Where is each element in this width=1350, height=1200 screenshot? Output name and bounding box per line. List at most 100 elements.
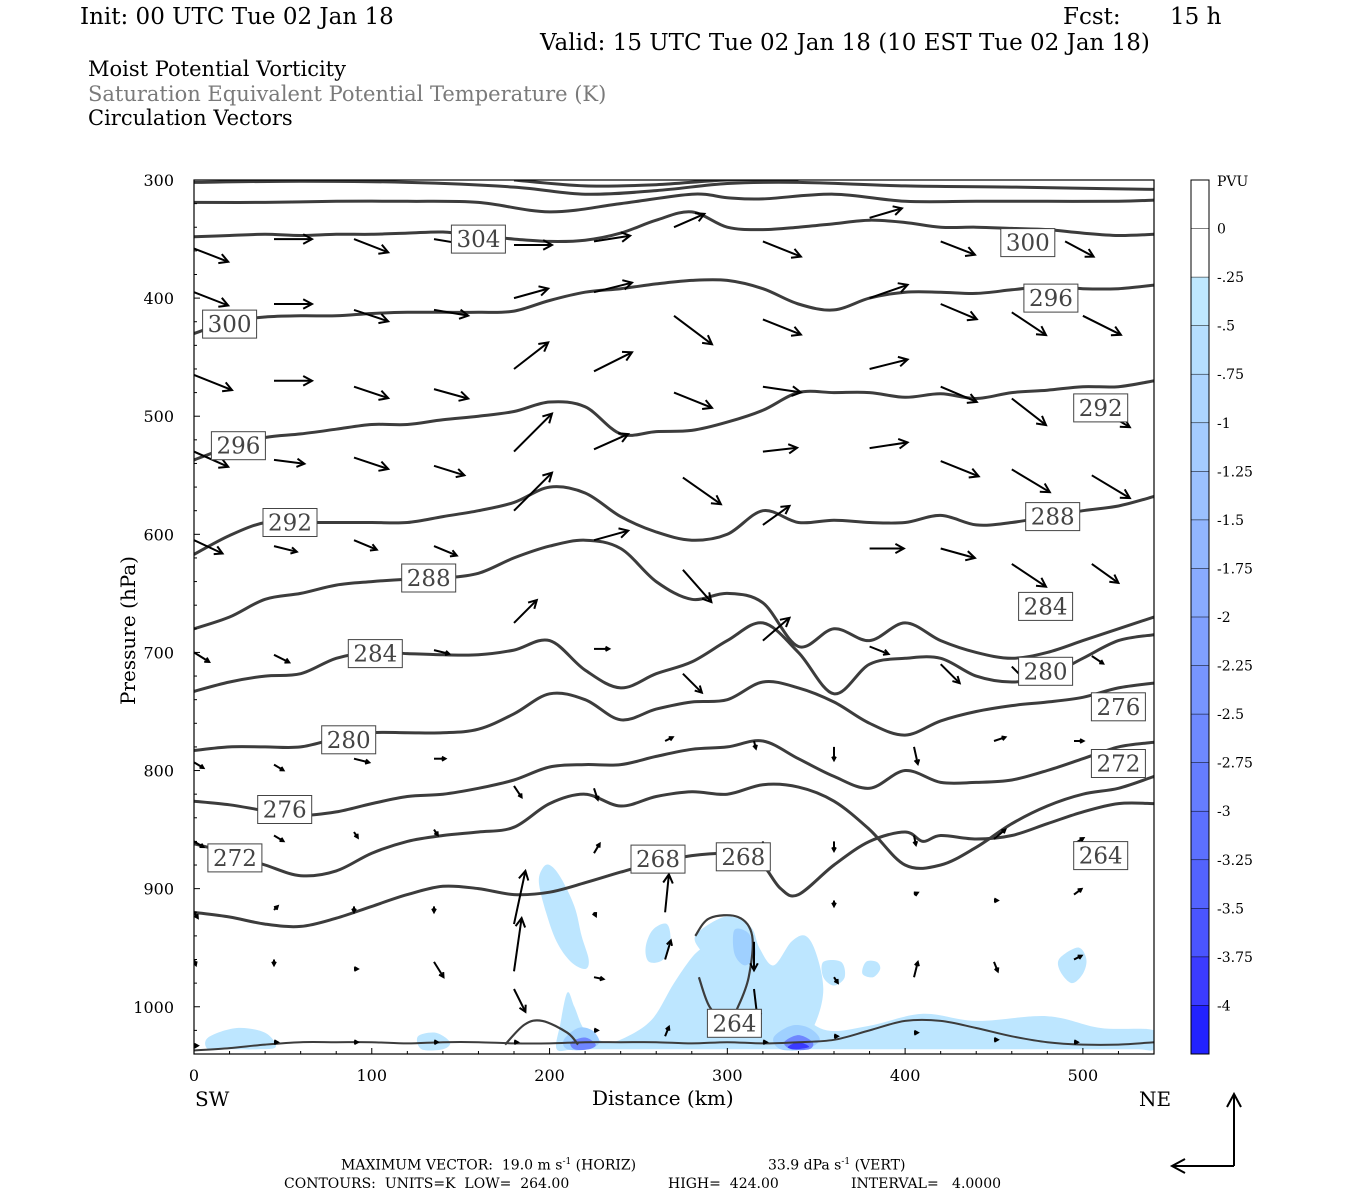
colorbar-label-10: -2.5 <box>1217 707 1244 723</box>
vector-53 <box>682 569 713 604</box>
pv-region-6 <box>645 923 671 963</box>
vector-92 <box>912 835 919 848</box>
vector-96 <box>273 904 280 911</box>
y-tick-label-600: 600 <box>143 525 174 544</box>
vector-125 <box>664 1024 671 1037</box>
pv-region-14 <box>787 1042 810 1050</box>
contour-label-296-3: 296 <box>210 431 266 461</box>
vector-39 <box>513 412 554 453</box>
footer-high: HIGH= 424.00 <box>668 1176 779 1192</box>
svg-text:284: 284 <box>1024 594 1068 620</box>
high-label: HIGH= <box>668 1176 721 1192</box>
contour-label-304-0: 304 <box>450 224 506 254</box>
vector-88 <box>593 841 601 854</box>
contour-label-292-5: 292 <box>262 508 318 537</box>
vector-6 <box>673 212 707 229</box>
svg-text:296: 296 <box>216 434 260 460</box>
vector-93 <box>993 828 1007 840</box>
vector-24 <box>274 375 315 387</box>
vector-86 <box>433 829 439 838</box>
vector-91 <box>831 841 837 853</box>
vector-55 <box>869 543 906 554</box>
max-vector-label: MAXIMUM VECTOR: <box>341 1157 493 1174</box>
footer-max-vector: MAXIMUM VECTOR: 19.0 m s-1 (HORIZ) <box>341 1157 636 1174</box>
colorbar-label-11: -2.75 <box>1217 756 1253 772</box>
contour-label-268-17: 268 <box>630 844 686 874</box>
vector-66 <box>762 616 792 642</box>
theta-es-contours <box>194 180 1154 1052</box>
vector-83 <box>194 840 206 849</box>
vector-33 <box>1011 397 1048 427</box>
contour-label-300-2: 300 <box>1000 228 1056 258</box>
svg-text:288: 288 <box>407 566 451 592</box>
pv-region-3 <box>1057 947 1087 984</box>
vector-87 <box>513 868 530 925</box>
vector-54 <box>762 504 792 526</box>
y-tick-label-1000: 1000 <box>133 998 174 1017</box>
pv-region-2 <box>694 916 824 1045</box>
high-value: 424.00 <box>729 1176 779 1192</box>
colorbar-label-0: 0 <box>1217 222 1226 238</box>
vector-5 <box>593 231 633 243</box>
vector-84 <box>273 834 286 843</box>
vector-118 <box>1073 954 1084 961</box>
svg-text:292: 292 <box>268 511 312 537</box>
vector-113 <box>664 938 673 960</box>
y-tick-label-700: 700 <box>143 643 174 662</box>
vector-121 <box>353 1039 360 1045</box>
vector-38 <box>433 464 467 479</box>
pv-region-0 <box>538 864 589 970</box>
vector-47 <box>194 539 225 556</box>
colorbar-cell-9 <box>1191 617 1209 667</box>
contour-label-272-16: 272 <box>1090 749 1146 778</box>
colorbar-label-5: -1.25 <box>1217 464 1253 480</box>
contour-label-268-18: 268 <box>715 842 771 872</box>
colorbar-label-15: -3.75 <box>1217 950 1253 966</box>
vector-40 <box>593 432 631 451</box>
colorbar-cell-17 <box>1191 1005 1209 1055</box>
plot-frame <box>193 179 1155 1055</box>
x-tick-label-400: 400 <box>890 1066 921 1085</box>
svg-text:268: 268 <box>721 845 765 871</box>
footer-contours: CONTOURS: UNITS=K LOW= 264.00 <box>284 1176 569 1192</box>
contour-276 <box>194 739 1154 817</box>
colorbar-label-3: -.75 <box>1217 367 1244 383</box>
vector-57 <box>1011 563 1048 588</box>
vector-42 <box>762 443 800 455</box>
vector-19 <box>869 282 910 300</box>
vert-unit-exp: -1 <box>841 1157 851 1167</box>
colorbar-cell-0 <box>1191 180 1209 230</box>
colorbar-label-9: -2.25 <box>1217 659 1253 675</box>
colorbar-cell-2 <box>1191 277 1209 327</box>
colorbar-cell-11 <box>1191 714 1209 764</box>
svg-text:268: 268 <box>636 847 680 873</box>
colorbar-label-13: -3.25 <box>1217 853 1253 869</box>
vector-2 <box>353 238 391 255</box>
colorbar-label-1: -.25 <box>1217 270 1244 286</box>
vector-76 <box>593 787 600 802</box>
vector-115 <box>833 976 839 985</box>
vector-77 <box>664 736 675 742</box>
vector-14 <box>433 308 471 320</box>
vector-8 <box>869 205 904 219</box>
vector-15 <box>513 285 551 300</box>
vector-117 <box>993 961 1000 974</box>
vector-127 <box>833 1033 840 1040</box>
vector-68 <box>939 663 962 685</box>
contour-label-288-8: 288 <box>1025 502 1081 532</box>
vector-97 <box>351 906 357 915</box>
svg-text:276: 276 <box>1096 695 1140 721</box>
vector-11 <box>194 291 231 308</box>
svg-text:280: 280 <box>327 728 371 754</box>
vector-23 <box>194 373 234 393</box>
pv-region-5 <box>821 959 846 986</box>
colorbar-label-14: -3.5 <box>1217 901 1244 917</box>
vector-106 <box>1073 887 1084 896</box>
vector-99 <box>513 916 527 972</box>
colorbar-cell-5 <box>1191 422 1209 472</box>
vector-108 <box>271 959 277 968</box>
ne-label: NE <box>1139 1087 1172 1111</box>
vector-123 <box>513 1039 520 1045</box>
vector-67 <box>869 645 891 656</box>
